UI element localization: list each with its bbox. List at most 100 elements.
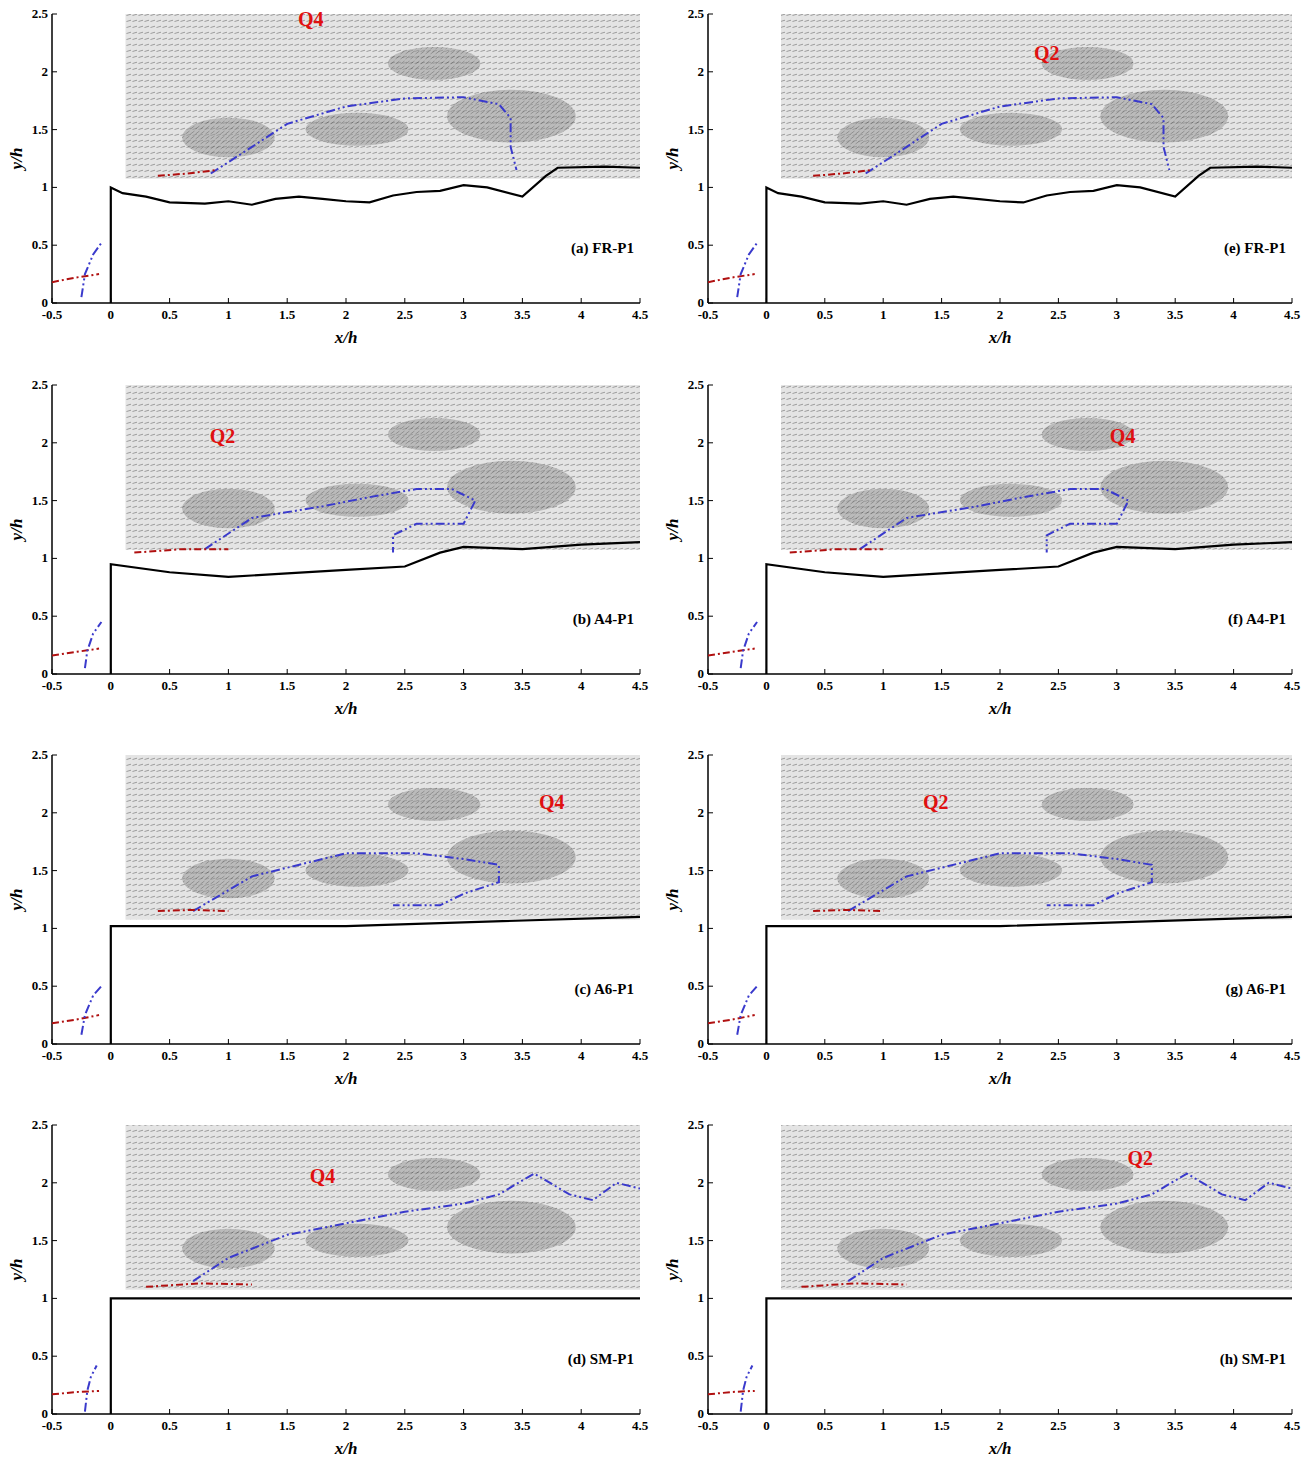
y-tick-label: 1.5	[688, 122, 705, 137]
x-tick-label: 1	[880, 1048, 887, 1063]
panel-label: (g) A6-P1	[1226, 981, 1286, 998]
y-tick	[52, 500, 57, 501]
x-tick-label: 3	[460, 1418, 467, 1433]
y-tick	[52, 812, 57, 813]
x-tick-label: 3	[460, 307, 467, 322]
x-tick	[169, 669, 170, 674]
x-tick-label: 1.5	[279, 307, 296, 322]
y-axis-title: y/h	[663, 148, 682, 172]
y-axis	[707, 755, 709, 1044]
y-tick-label: 0.5	[32, 978, 49, 993]
quadrant-label: Q2	[1034, 42, 1060, 64]
x-tick-label: 1.5	[933, 1418, 950, 1433]
x-tick-label: 2.5	[1050, 678, 1067, 693]
y-tick-label: 2	[42, 805, 49, 820]
y-tick	[52, 442, 57, 443]
y-axis-title: y/h	[663, 519, 682, 543]
x-tick	[708, 1039, 709, 1044]
y-tick-label: 1	[698, 920, 705, 935]
series-line	[766, 167, 1292, 303]
x-tick	[581, 1409, 582, 1414]
y-tick	[708, 129, 713, 130]
x-tick	[287, 298, 288, 303]
series-line	[848, 1174, 1292, 1282]
x-tick-label: 0	[763, 1418, 770, 1433]
x-tick	[1058, 669, 1059, 674]
y-axis-title: y/h	[663, 1259, 682, 1283]
quadrant-label: Q4	[1110, 425, 1136, 447]
vector-field	[781, 14, 1292, 179]
x-tick-label: 2.5	[1050, 1418, 1067, 1433]
series-line	[52, 649, 99, 656]
y-tick	[708, 303, 713, 304]
panel-label: (c) A6-P1	[574, 981, 634, 998]
y-tick	[52, 870, 57, 871]
vector-field-dense	[837, 118, 929, 158]
vector-field-dense	[837, 1229, 929, 1269]
x-tick	[169, 298, 170, 303]
y-tick-label: 1.5	[688, 493, 705, 508]
series-line	[860, 489, 1129, 553]
y-tick	[52, 616, 57, 617]
vector-field-dense	[960, 113, 1062, 146]
series-group	[708, 97, 1292, 303]
x-axis-title: x/h	[334, 699, 358, 718]
x-tick	[287, 669, 288, 674]
x-tick	[824, 1039, 825, 1044]
series-line	[52, 1015, 99, 1023]
y-tick-label: 1	[698, 1290, 705, 1305]
series-line	[85, 1365, 97, 1411]
x-tick-label: 2	[997, 1048, 1004, 1063]
x-tick-label: 4.5	[632, 678, 649, 693]
y-tick	[52, 1182, 57, 1183]
y-tick-label: 1.5	[32, 1233, 49, 1248]
x-tick-label: 0	[108, 307, 115, 322]
x-tick-label: 0.5	[161, 1418, 178, 1433]
x-tick	[581, 669, 582, 674]
x-tick-label: 2.5	[397, 678, 414, 693]
x-tick	[1000, 1039, 1001, 1044]
y-tick	[708, 812, 713, 813]
y-tick	[708, 245, 713, 246]
x-axis-title: x/h	[988, 1069, 1012, 1088]
panel: -0.500.511.522.533.544.500.511.522.5x/hy…	[663, 6, 1301, 347]
x-tick-label: 3.5	[514, 307, 531, 322]
x-tick-label: 4.5	[1284, 1418, 1301, 1433]
vector-field-dense	[182, 489, 275, 529]
x-tick-label: 4.5	[1284, 1048, 1301, 1063]
x-tick	[824, 669, 825, 674]
y-tick	[52, 245, 57, 246]
series-line	[146, 1283, 252, 1286]
x-tick	[1175, 669, 1176, 674]
y-tick	[708, 1182, 713, 1183]
x-tick	[522, 298, 523, 303]
x-tick-label: 3	[1114, 678, 1121, 693]
series-group	[708, 853, 1292, 1044]
x-tick	[941, 298, 942, 303]
x-tick	[404, 1409, 405, 1414]
y-tick-label: 2.5	[32, 6, 49, 21]
x-tick-label: 3.5	[1167, 678, 1184, 693]
y-tick	[52, 187, 57, 188]
x-tick-label: 0.5	[817, 307, 834, 322]
y-tick-label: 2.5	[32, 377, 49, 392]
x-tick-label: 0.5	[161, 307, 178, 322]
y-tick	[708, 1240, 713, 1241]
series-line	[813, 910, 883, 911]
x-tick	[1116, 1039, 1117, 1044]
panel-label: (h) SM-P1	[1220, 1351, 1286, 1368]
vector-field-dense	[182, 1229, 275, 1269]
y-axis	[51, 14, 53, 303]
y-tick-label: 0.5	[688, 978, 705, 993]
y-tick-label: 0	[42, 1406, 49, 1421]
panel-label: (a) FR-P1	[571, 240, 634, 257]
x-tick-label: 2	[343, 678, 350, 693]
y-tick-label: 2	[42, 64, 49, 79]
x-tick-label: 1	[880, 307, 887, 322]
y-tick-label: 2	[42, 435, 49, 450]
series-line	[205, 489, 475, 553]
vector-field-dense	[306, 113, 409, 146]
x-tick-label: 3.5	[514, 1048, 531, 1063]
x-tick	[1058, 1039, 1059, 1044]
x-tick	[463, 1409, 464, 1414]
